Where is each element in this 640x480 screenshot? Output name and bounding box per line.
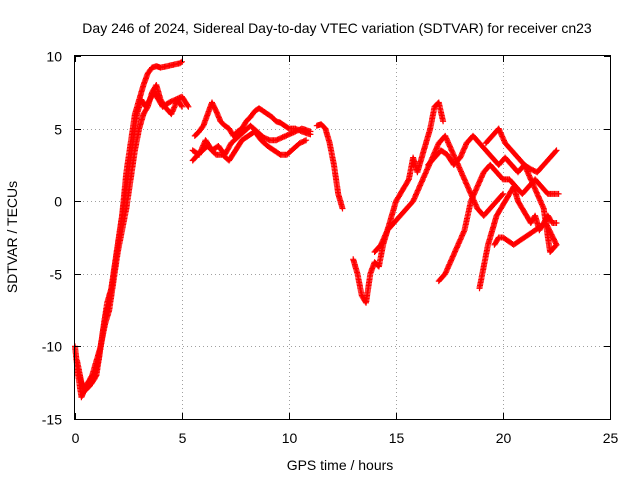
grid [75,56,610,419]
series-sat-h [350,99,447,306]
data-point [553,220,560,226]
series-sat-d [191,99,314,139]
data-point [177,59,184,66]
series-sat-i [371,132,506,255]
x-tick-label: 15 [389,430,405,446]
x-tick-label: 20 [496,430,512,446]
y-tick-label: -5 [50,267,63,283]
data-point [303,137,310,144]
plot-frame [74,55,611,420]
data-point [527,176,534,183]
series-sat-g [313,121,346,212]
x-tick-labels: 0 5 10 15 20 25 [72,430,619,446]
series-sat-n [482,125,560,255]
data-point [555,190,562,197]
x-tick-label: 10 [282,430,298,446]
data-point [553,147,560,154]
y-tick-label: -10 [42,339,62,355]
y-tick-labels: -15 -10 -5 0 5 10 [42,49,62,428]
x-axis-label: GPS time / hours [287,457,394,473]
series-sat-c [76,82,185,393]
data-point [536,196,543,203]
data-point [440,118,447,125]
x-tick-label: 0 [72,430,80,446]
data-point [499,192,506,198]
data-point [500,190,506,197]
axis-ticks [75,56,611,420]
series-sat-f [189,128,310,164]
y-tick-label: 10 [46,49,62,65]
x-tick-label: 25 [603,430,619,446]
y-tick-label: 0 [54,194,62,210]
data-point [552,148,559,155]
data-point [179,103,185,110]
x-tick-label: 5 [179,430,187,446]
data-point [184,102,191,109]
data-point [185,103,192,110]
data-point [178,102,185,109]
data-point [552,242,559,249]
data-point [339,205,346,212]
y-axis-label: SDTVAR / TECUs [4,181,20,293]
data-points [72,58,562,401]
series-sat-b [74,89,192,393]
y-tick-label: -15 [42,412,62,428]
data-point [553,241,560,248]
data-point [307,128,314,135]
y-tick-label: 5 [54,122,62,138]
chart-title: Day 246 of 2024, Sidereal Day-to-day VTE… [82,20,592,36]
